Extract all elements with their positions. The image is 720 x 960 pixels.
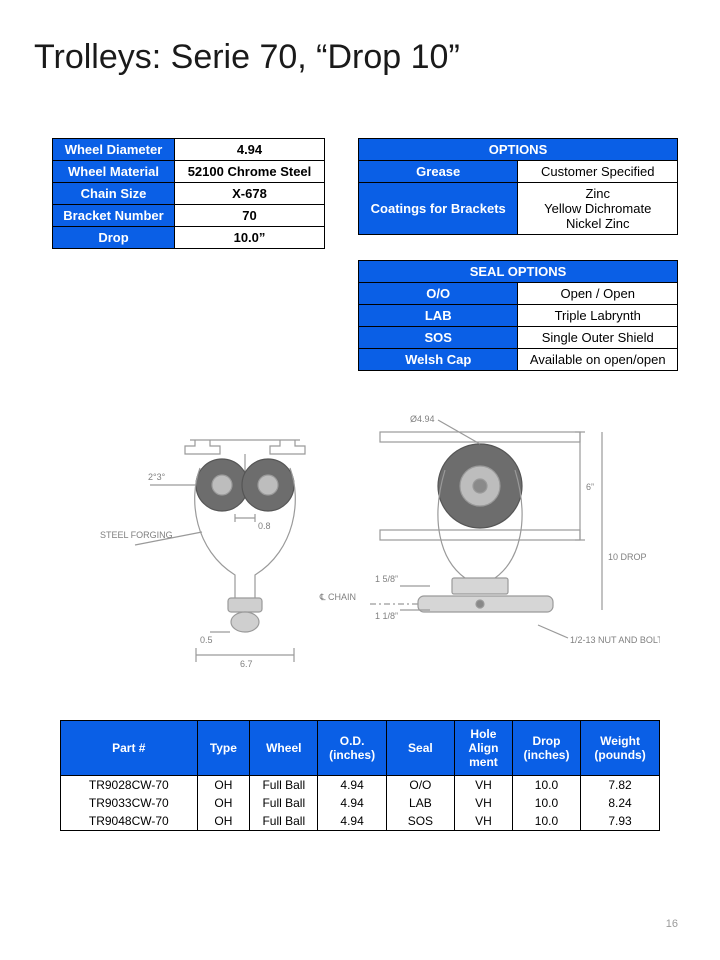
spec-label: Drop [53,227,175,249]
cell: 10.0 [512,794,580,812]
spec-label: Chain Size [53,183,175,205]
cell: OH [197,794,250,812]
callout-cl-chain: ℄ CHAIN [319,592,356,602]
cell: 4.94 [318,794,386,812]
dim-1-1-8: 1 1/8” [375,611,398,621]
page-number: 16 [666,918,678,930]
dim-diameter: Ø4.94 [410,414,435,424]
cell: TR9033CW-70 [61,794,198,812]
dim-1-5-8: 1 5/8” [375,574,398,584]
cell: 10.0 [512,776,580,795]
option-label: Coatings for Brackets [359,183,518,235]
seal-label: O/O [359,283,518,305]
spec-label: Bracket Number [53,205,175,227]
table-row: Coatings for BracketsZinc Yellow Dichrom… [359,183,678,235]
option-label: Grease [359,161,518,183]
table-row: Chain SizeX-678 [53,183,325,205]
page-title: Trolleys: Serie 70, “Drop 10” [34,38,460,77]
cell: LAB [386,794,454,812]
parts-table: Part # Type Wheel O.D. (inches) Seal Hol… [60,720,660,831]
cell: VH [455,794,513,812]
dim-0-8: 0.8 [258,521,271,531]
options-title: OPTIONS [359,139,678,161]
seal-label: LAB [359,305,518,327]
callout-steel-forging: STEEL FORGING [100,530,173,540]
seal-options-title: SEAL OPTIONS [359,261,678,283]
table-header-row: Part # Type Wheel O.D. (inches) Seal Hol… [61,721,660,776]
cell: 4.94 [318,776,386,795]
options-table: OPTIONS GreaseCustomer Specified Coating… [358,138,678,235]
cell: OH [197,812,250,831]
table-row: SOSSingle Outer Shield [359,327,678,349]
seal-options-table: SEAL OPTIONS O/OOpen / Open LABTriple La… [358,260,678,371]
col-part: Part # [61,721,198,776]
option-value: Zinc Yellow Dichromate Nickel Zinc [518,183,678,235]
table-row: TR9033CW-70 OH Full Ball 4.94 LAB VH 10.… [61,794,660,812]
spec-label: Wheel Material [53,161,175,183]
table-row: Welsh CapAvailable on open/open [359,349,678,371]
col-type: Type [197,721,250,776]
cell: 4.94 [318,812,386,831]
cell: O/O [386,776,454,795]
col-wheel: Wheel [250,721,318,776]
table-row: LABTriple Labrynth [359,305,678,327]
col-hole: Hole Align ment [455,721,513,776]
callout-10-drop: 10 DROP [608,552,647,562]
table-row: Drop10.0” [53,227,325,249]
spec-value: 10.0” [175,227,325,249]
seal-value: Available on open/open [518,349,678,371]
seal-value: Single Outer Shield [518,327,678,349]
col-drop: Drop (inches) [512,721,580,776]
spec-value: X-678 [175,183,325,205]
table-row: GreaseCustomer Specified [359,161,678,183]
cell: TR9028CW-70 [61,776,198,795]
seal-value: Triple Labrynth [518,305,678,327]
table-row: Wheel Diameter4.94 [53,139,325,161]
cell: Full Ball [250,794,318,812]
cell: 7.82 [581,776,660,795]
cell: VH [455,812,513,831]
dim-6-7: 6.7 [240,659,253,669]
table-row: Bracket Number70 [53,205,325,227]
spec-value: 4.94 [175,139,325,161]
cell: SOS [386,812,454,831]
dim-0-5: 0.5 [200,635,213,645]
col-seal: Seal [386,721,454,776]
spec-value: 52100 Chrome Steel [175,161,325,183]
cell: Full Ball [250,812,318,831]
specs-table: Wheel Diameter4.94 Wheel Material52100 C… [52,138,325,249]
table-row: TR9028CW-70 OH Full Ball 4.94 O/O VH 10.… [61,776,660,795]
cell: TR9048CW-70 [61,812,198,831]
cell: Full Ball [250,776,318,795]
cell: 8.24 [581,794,660,812]
table-row: Wheel Material52100 Chrome Steel [53,161,325,183]
table-row: SEAL OPTIONS [359,261,678,283]
col-weight: Weight (pounds) [581,721,660,776]
cell: VH [455,776,513,795]
seal-value: Open / Open [518,283,678,305]
seal-label: Welsh Cap [359,349,518,371]
spec-label: Wheel Diameter [53,139,175,161]
dim-height-6: 6” [586,482,594,492]
table-row: OPTIONS [359,139,678,161]
option-value: Customer Specified [518,161,678,183]
cell: 7.93 [581,812,660,831]
cell: 10.0 [512,812,580,831]
cell: OH [197,776,250,795]
trolley-diagram: 0.8 6.7 0.5 2°3° STEEL FORGING Ø4.94 6 [100,410,660,670]
spec-value: 70 [175,205,325,227]
seal-label: SOS [359,327,518,349]
table-row: TR9048CW-70 OH Full Ball 4.94 SOS VH 10.… [61,812,660,831]
col-od: O.D. (inches) [318,721,386,776]
callout-nut-bolt: 1/2-13 NUT AND BOLT [570,635,660,645]
dim-angle: 2°3° [148,472,166,482]
table-row: O/OOpen / Open [359,283,678,305]
trolley-diagram-svg: 0.8 6.7 0.5 2°3° STEEL FORGING Ø4.94 6 [100,410,660,670]
